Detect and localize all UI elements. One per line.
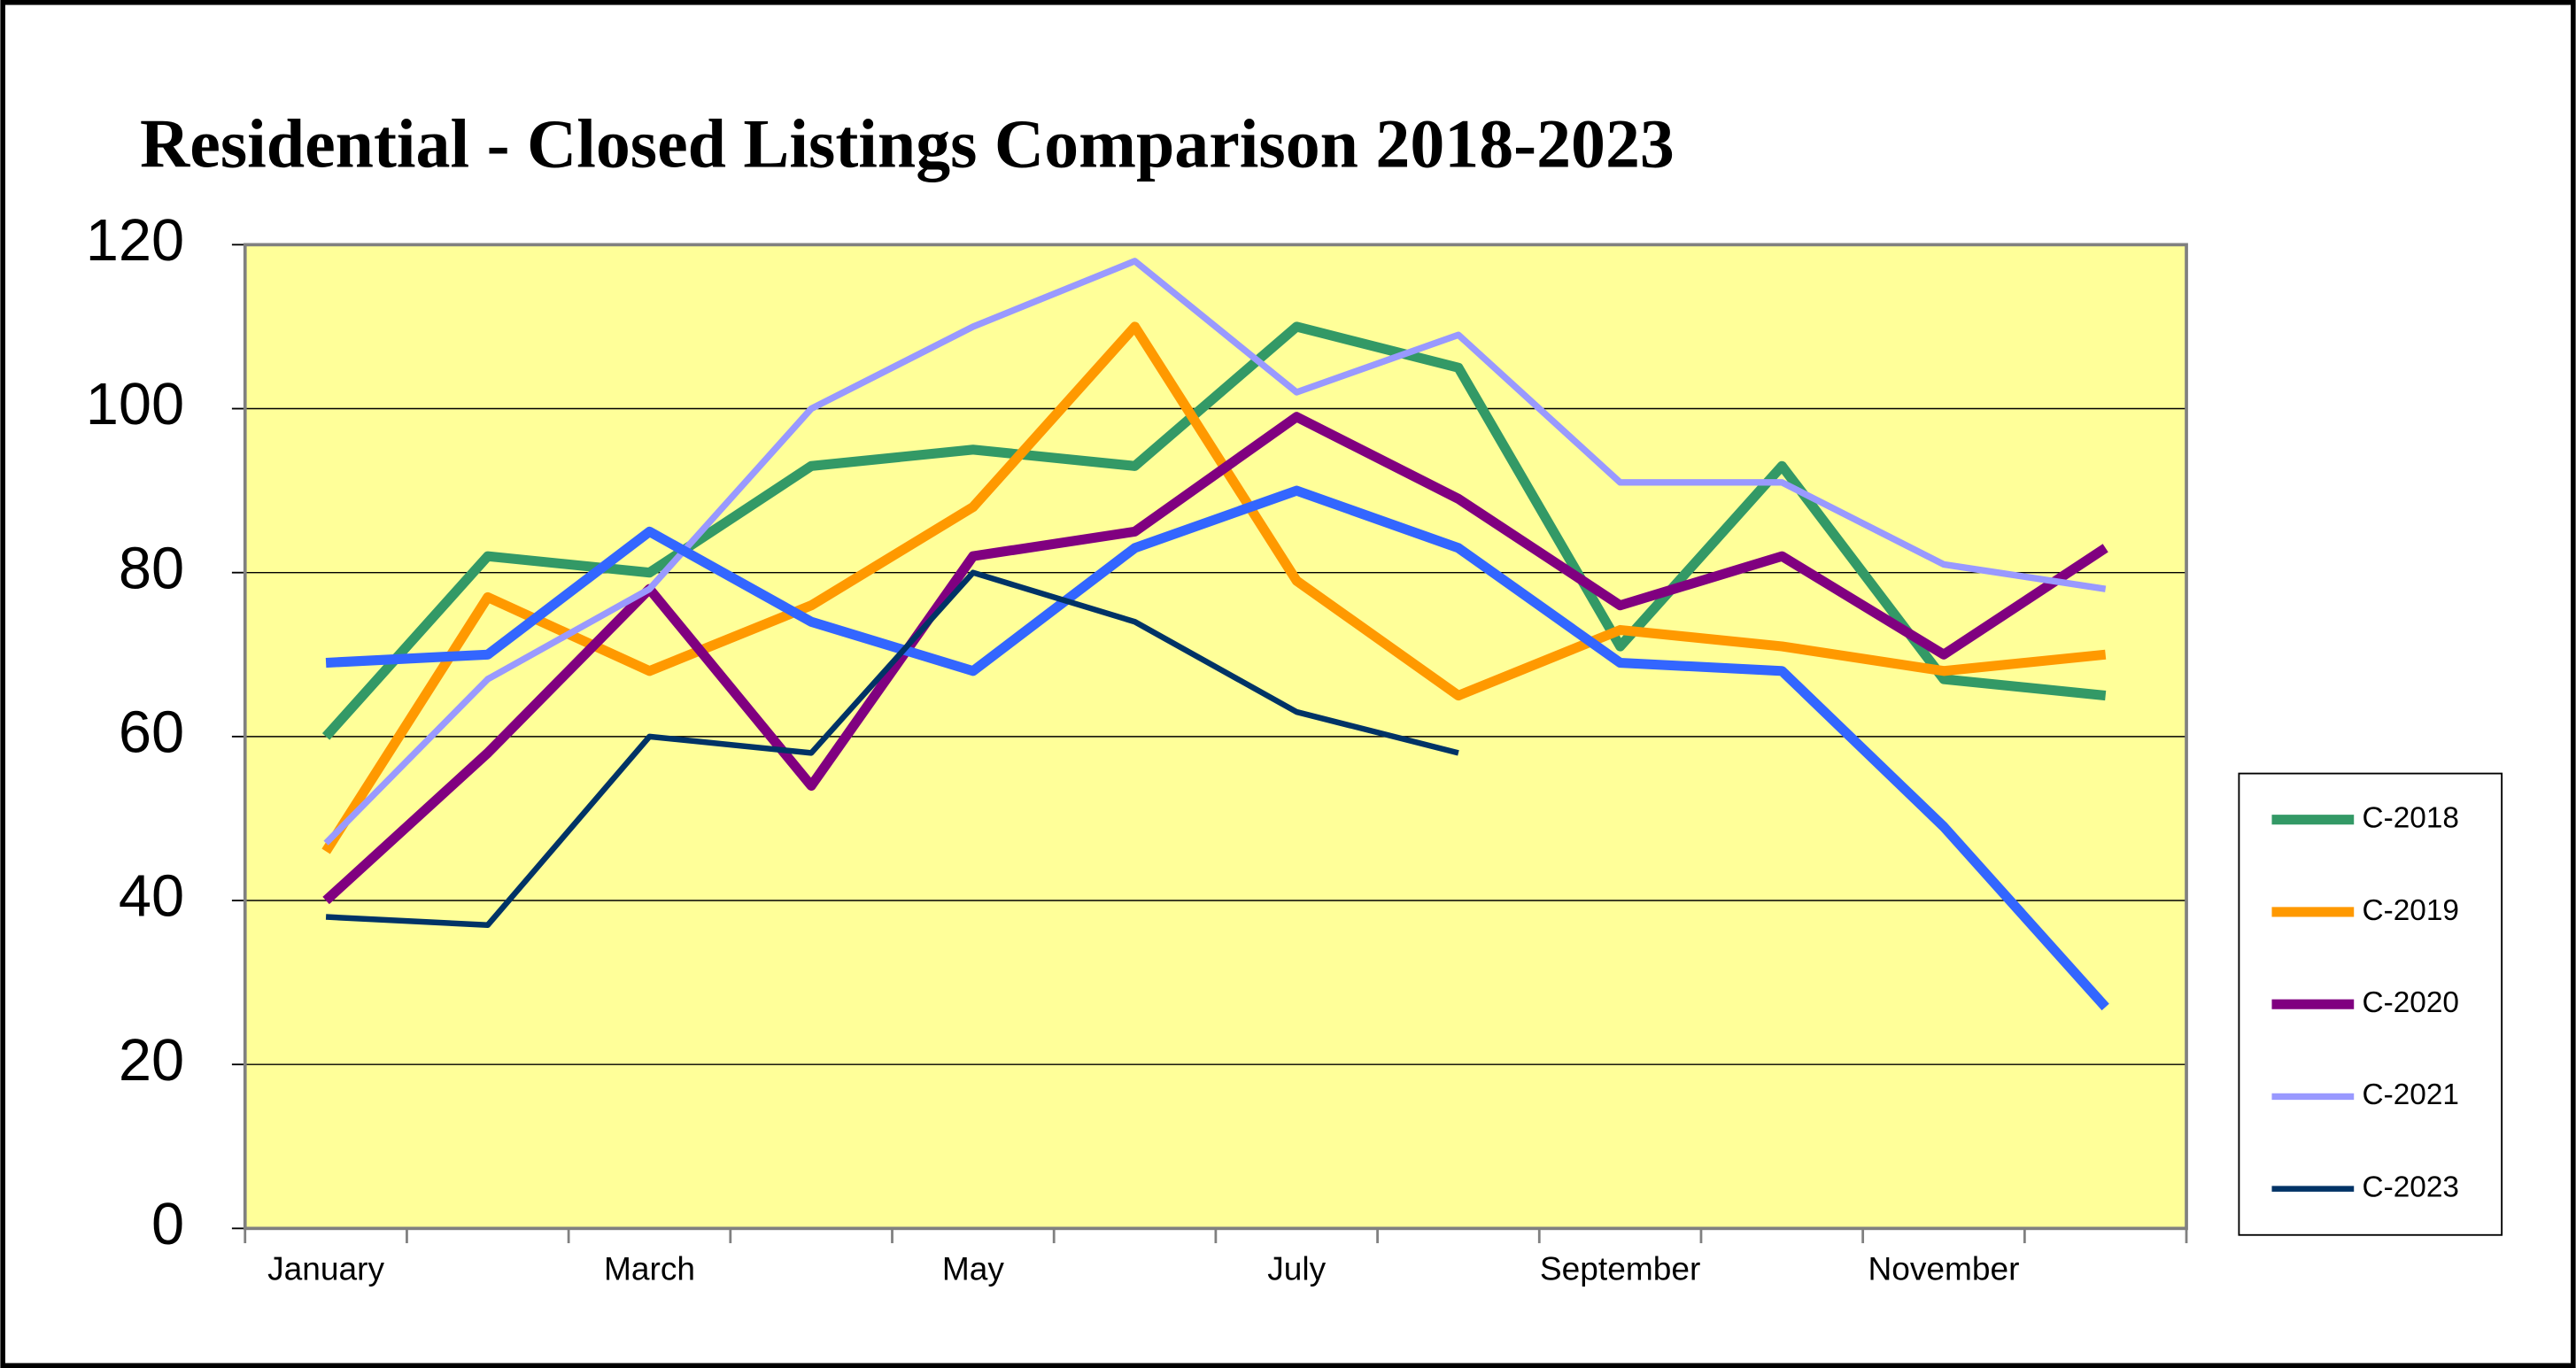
- x-tick-label: January: [267, 1249, 384, 1287]
- y-tick-label: 120: [86, 208, 184, 274]
- legend-label: C-2021: [2363, 1078, 2459, 1111]
- x-tick-label: September: [1540, 1249, 1700, 1287]
- x-tick-label: March: [604, 1249, 695, 1287]
- series-line: [322, 412, 2108, 905]
- series-line: [321, 321, 2107, 854]
- series-line: [325, 485, 2109, 1011]
- y-tick-label: 40: [119, 864, 184, 930]
- chart-title: Residential - Closed Listings Comparison…: [140, 106, 1675, 182]
- series-line: [325, 569, 1459, 929]
- y-tick-label: 100: [86, 372, 184, 437]
- x-tick-label: November: [1868, 1249, 2019, 1287]
- legend-label: C-2018: [2363, 802, 2459, 835]
- y-tick-label: 20: [119, 1028, 184, 1094]
- x-tick-label: July: [1267, 1249, 1326, 1287]
- legend-label: C-2020: [2363, 986, 2459, 1019]
- series-line: [323, 258, 2107, 846]
- y-tick-label: 60: [119, 699, 184, 765]
- legend-label: C-2019: [2363, 894, 2459, 927]
- legend-label: C-2023: [2363, 1171, 2459, 1203]
- series-line: [321, 321, 2107, 740]
- x-tick-label: May: [942, 1249, 1005, 1287]
- y-tick-label: 0: [151, 1192, 184, 1257]
- y-tick-label: 80: [119, 536, 184, 601]
